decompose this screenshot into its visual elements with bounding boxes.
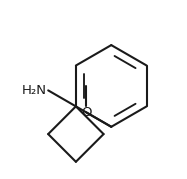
Text: H₂N: H₂N xyxy=(22,84,46,97)
Text: O: O xyxy=(81,106,91,119)
